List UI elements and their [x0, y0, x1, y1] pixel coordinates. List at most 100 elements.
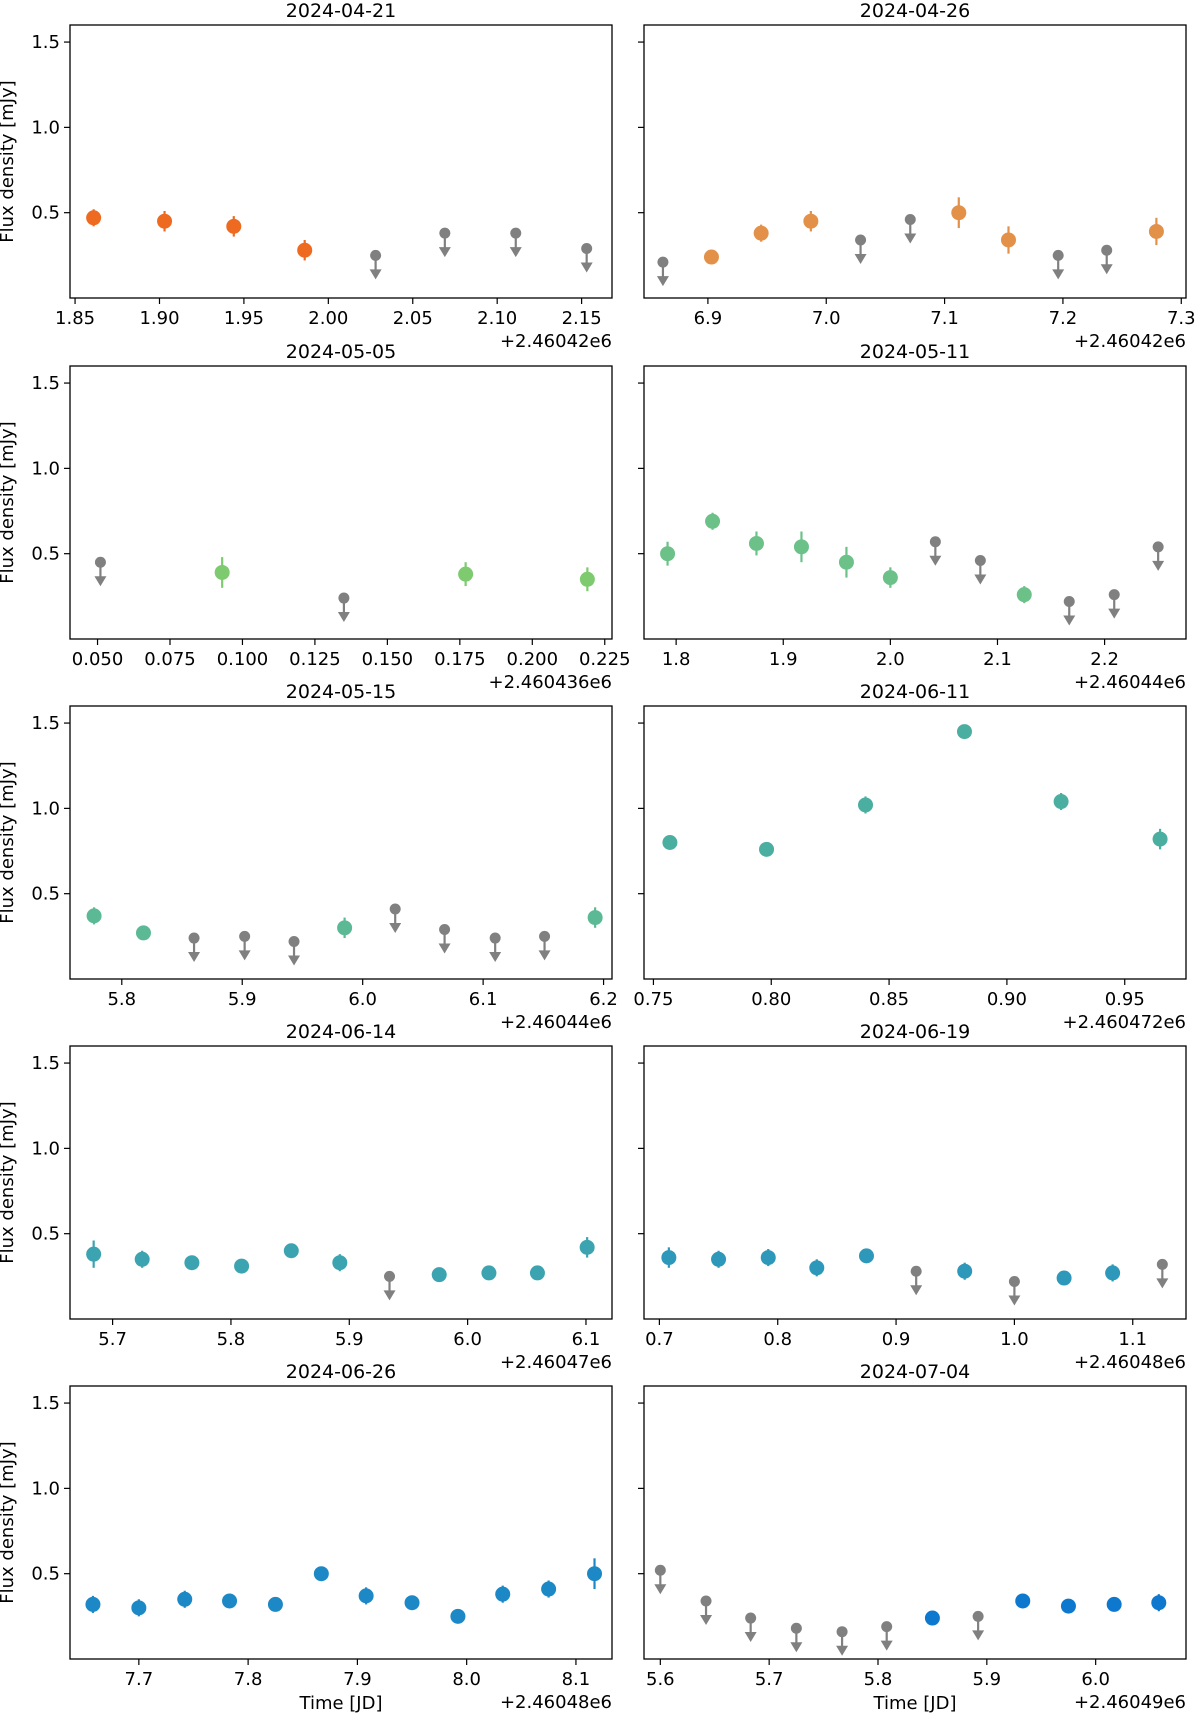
subplot-2024-04-21: 2024-04-21 0.5 1.0 1.5 1.85 1.90 1.95 2.00 2.05 2…	[0, 0, 613, 352]
x-tick-label: 0.125	[289, 649, 341, 670]
x-tick-label: 0.9	[882, 1329, 911, 1350]
upper-limit-point	[288, 935, 301, 966]
detection-marker	[951, 205, 967, 221]
x-tick-label: 5.8	[864, 1669, 893, 1690]
detection-point	[222, 1593, 238, 1609]
detection-point	[135, 925, 151, 941]
subplot-title: 2024-06-19	[860, 1021, 970, 1043]
upper-limit-arrow	[509, 247, 522, 258]
detection-marker	[283, 1243, 299, 1259]
x-tick-label: 7.3	[1167, 308, 1196, 329]
detection-marker	[760, 1250, 776, 1266]
subplot-title: 2024-06-26	[286, 1361, 396, 1383]
subplot-title: 2024-06-14	[286, 1021, 396, 1043]
x-tick-label: 7.0	[812, 308, 841, 329]
upper-limit-marker	[910, 1265, 922, 1277]
upper-limit-marker	[489, 932, 501, 944]
detection-point	[951, 197, 967, 229]
x-offset-label: +2.46048e6	[1074, 1352, 1186, 1373]
detection-marker	[157, 213, 173, 229]
upper-limit-arrow	[836, 1645, 849, 1656]
detection-point	[957, 1262, 973, 1280]
x-tick-label: 0.200	[507, 649, 559, 670]
x-tick-label: 6.1	[469, 989, 498, 1010]
detection-marker	[1148, 223, 1164, 239]
subplot-title: 2024-07-04	[860, 1361, 970, 1383]
y-tick-label: 1.5	[31, 713, 60, 734]
detection-marker	[541, 1581, 557, 1597]
subplot-2024-05-11: 2024-05-11 1.8 1.9 2.0 2.1 2.2+2.46044e6	[638, 341, 1187, 693]
upper-limit-arrow	[238, 950, 251, 961]
detection-point	[134, 1250, 150, 1268]
upper-limit-point	[1063, 595, 1076, 626]
detection-marker	[661, 1250, 677, 1266]
x-tick-label: 5.8	[217, 1329, 246, 1350]
detection-point	[1151, 1594, 1167, 1612]
detection-marker	[177, 1591, 193, 1607]
upper-limit-point	[1008, 1275, 1021, 1306]
upper-limit-arrow	[1152, 560, 1165, 571]
detection-point	[838, 546, 854, 578]
x-tick-label: 5.7	[98, 1329, 127, 1350]
detection-marker	[1152, 831, 1168, 847]
upper-limit-point	[1100, 244, 1113, 275]
x-tick-label: 6.1	[572, 1329, 601, 1350]
subplot-title: 2024-04-21	[286, 0, 396, 22]
detection-marker	[404, 1595, 420, 1611]
x-tick-label: 5.6	[646, 1669, 675, 1690]
upper-limit-marker	[439, 924, 451, 936]
upper-limit-point	[700, 1595, 713, 1625]
detection-marker	[1015, 1593, 1031, 1609]
detection-marker	[450, 1608, 466, 1624]
y-tick-label: 1.5	[31, 1393, 60, 1414]
detection-marker	[332, 1255, 348, 1271]
detection-point	[1053, 793, 1069, 811]
detection-marker	[1053, 794, 1069, 810]
x-tick-label: 0.225	[579, 649, 631, 670]
detection-marker	[759, 841, 775, 857]
upper-limit-marker	[581, 243, 593, 255]
upper-limit-marker	[1108, 589, 1120, 601]
x-tick-label: 7.8	[234, 1669, 263, 1690]
detection-point	[705, 512, 721, 530]
plot-frame	[69, 24, 613, 299]
upper-limit-point	[974, 555, 987, 585]
upper-limit-point	[538, 930, 551, 961]
upper-limit-arrow	[974, 574, 987, 585]
upper-limit-marker	[745, 1612, 757, 1624]
x-offset-label: +2.46042e6	[1074, 331, 1186, 352]
detection-point	[404, 1595, 420, 1611]
x-tick-label: 5.9	[335, 1329, 364, 1350]
x-tick-label: 0.150	[362, 649, 414, 670]
x-tick-label: 2.1	[983, 649, 1012, 670]
x-tick-label: 2.10	[477, 308, 517, 329]
detection-point	[1060, 1598, 1076, 1614]
upper-limit-marker	[974, 555, 986, 567]
detection-point	[529, 1265, 545, 1281]
upper-limit-point	[904, 214, 917, 244]
detection-point	[587, 907, 603, 928]
x-tick-label: 1.9	[769, 649, 798, 670]
upper-limit-arrow	[656, 276, 669, 287]
y-axis-label: Flux density [mJy]	[0, 1101, 18, 1263]
upper-limit-point	[836, 1626, 849, 1656]
upper-limit-marker	[1052, 249, 1064, 261]
x-tick-label: 7.1	[930, 308, 959, 329]
plot-frame	[69, 365, 613, 640]
detection-marker	[587, 910, 603, 926]
subplot-title: 2024-05-15	[286, 681, 396, 703]
x-tick-label: 1.0	[1000, 1329, 1029, 1350]
x-tick-label: 2.00	[308, 308, 348, 329]
upper-limit-marker	[370, 249, 382, 261]
upper-limit-point	[94, 556, 107, 587]
detection-point	[337, 917, 353, 939]
detection-point	[431, 1267, 447, 1283]
x-offset-label: +2.46047e6	[500, 1352, 612, 1373]
y-tick-label: 0.5	[31, 544, 60, 565]
upper-limit-point	[389, 903, 402, 934]
detection-marker	[1056, 1270, 1072, 1286]
upper-limit-arrow	[489, 952, 502, 963]
upper-limit-marker	[855, 234, 867, 246]
upper-limit-point	[1152, 541, 1165, 571]
x-tick-label: 2.05	[393, 308, 433, 329]
